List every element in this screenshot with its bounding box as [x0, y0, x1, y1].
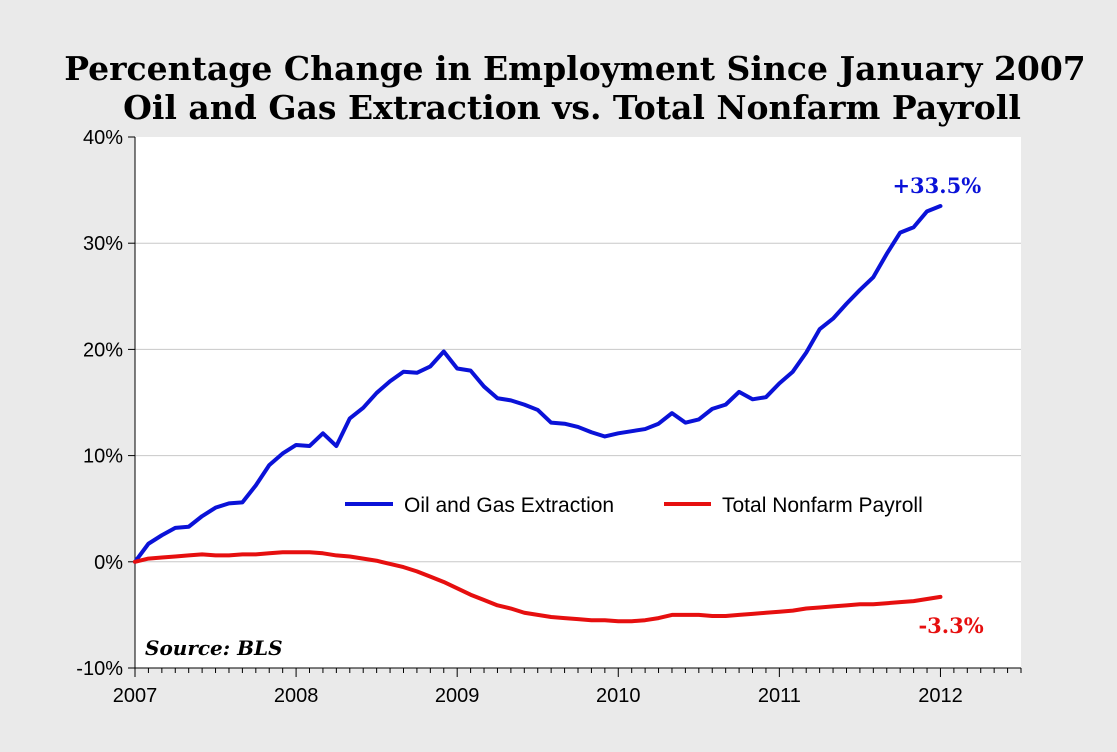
x-tick-label: 2009 — [435, 685, 480, 707]
chart-title: Percentage Change in Employment Since Ja… — [64, 49, 1086, 88]
series-line-total-nonfarm — [133, 550, 943, 624]
legend-label: Total Nonfarm Payroll — [722, 494, 923, 517]
y-tick-label: 0% — [94, 552, 123, 574]
x-tick-label: 2012 — [918, 685, 963, 707]
y-tick-label: -10% — [76, 658, 123, 680]
y-tick-label: 30% — [83, 233, 123, 255]
y-tick-label: 10% — [83, 446, 123, 468]
x-tick-label: 2010 — [596, 685, 641, 707]
end-label: -3.3% — [918, 613, 983, 638]
y-tick-label: 20% — [83, 339, 123, 361]
x-tick-label: 2008 — [274, 685, 319, 707]
end-label: +33.5% — [892, 173, 981, 198]
legend-label: Oil and Gas Extraction — [404, 494, 614, 517]
y-tick-label: 40% — [83, 127, 123, 149]
y-tick-labels: 40% 30% 20% 10% 0% -10% — [76, 127, 123, 680]
x-tick-labels: 2007 2008 2009 2010 2011 2012 — [113, 685, 963, 707]
series-line-oil-and-gas — [133, 204, 943, 564]
chart-subtitle: Oil and Gas Extraction vs. Total Nonfarm… — [123, 88, 1021, 127]
plot-area — [135, 137, 1021, 668]
end-labels: +33.5% -3.3% — [892, 173, 983, 638]
legend: Oil and Gas Extraction Total Nonfarm Payr… — [345, 494, 923, 517]
series-lines — [133, 204, 943, 624]
tick-marks — [128, 136, 1022, 677]
x-tick-label: 2011 — [758, 685, 801, 707]
x-tick-label: 2007 — [113, 685, 158, 707]
source-annotation: Source: BLS — [145, 636, 283, 660]
